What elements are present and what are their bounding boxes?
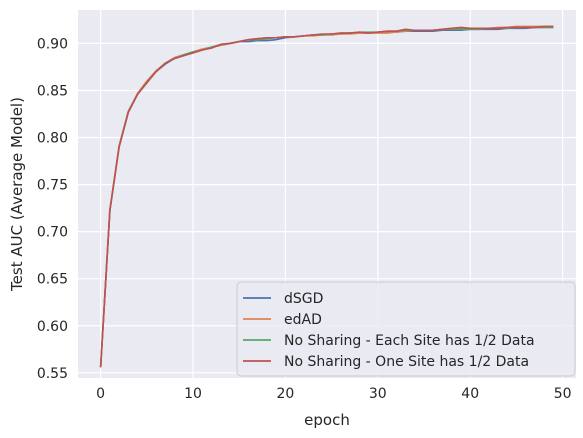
y-tick-label: 0.80 — [37, 131, 68, 147]
x-tick-label: 10 — [184, 386, 202, 402]
y-tick-label: 0.60 — [37, 319, 68, 335]
legend-label: edAD — [284, 312, 322, 328]
y-tick-label: 0.65 — [37, 272, 68, 288]
legend-label: No Sharing - One Site has 1/2 Data — [284, 354, 529, 370]
y-tick-label: 0.90 — [37, 36, 68, 52]
y-tick-label: 0.75 — [37, 178, 68, 194]
series-lines — [99, 25, 554, 368]
legend-label: dSGD — [284, 291, 323, 307]
x-tick-label: 40 — [461, 386, 479, 402]
x-tick-label: 50 — [554, 386, 572, 402]
y-tick-label: 0.85 — [37, 83, 68, 99]
y-axis-label: Test AUC (Average Model) — [8, 97, 26, 292]
x-tick-label: 0 — [96, 386, 105, 402]
tick-labels: 0 10 20 30 40 50 0.55 0.60 0.65 0.70 0.75 0.80 0.85 0… — [37, 36, 572, 402]
legend-box — [236, 281, 576, 377]
legend-label: No Sharing - Each Site has 1/2 Data — [284, 333, 535, 349]
x-tick-label: 30 — [369, 386, 387, 402]
grid — [78, 10, 576, 378]
legend: dSGD edAD No Sharing - Each Site has 1/2 D… — [236, 281, 576, 377]
x-tick-label: 20 — [277, 386, 295, 402]
y-tick-label: 0.55 — [37, 366, 68, 382]
y-tick-label: 0.70 — [37, 225, 68, 241]
series-line-4 — [99, 25, 554, 368]
x-axis-label: epoch — [304, 411, 350, 429]
